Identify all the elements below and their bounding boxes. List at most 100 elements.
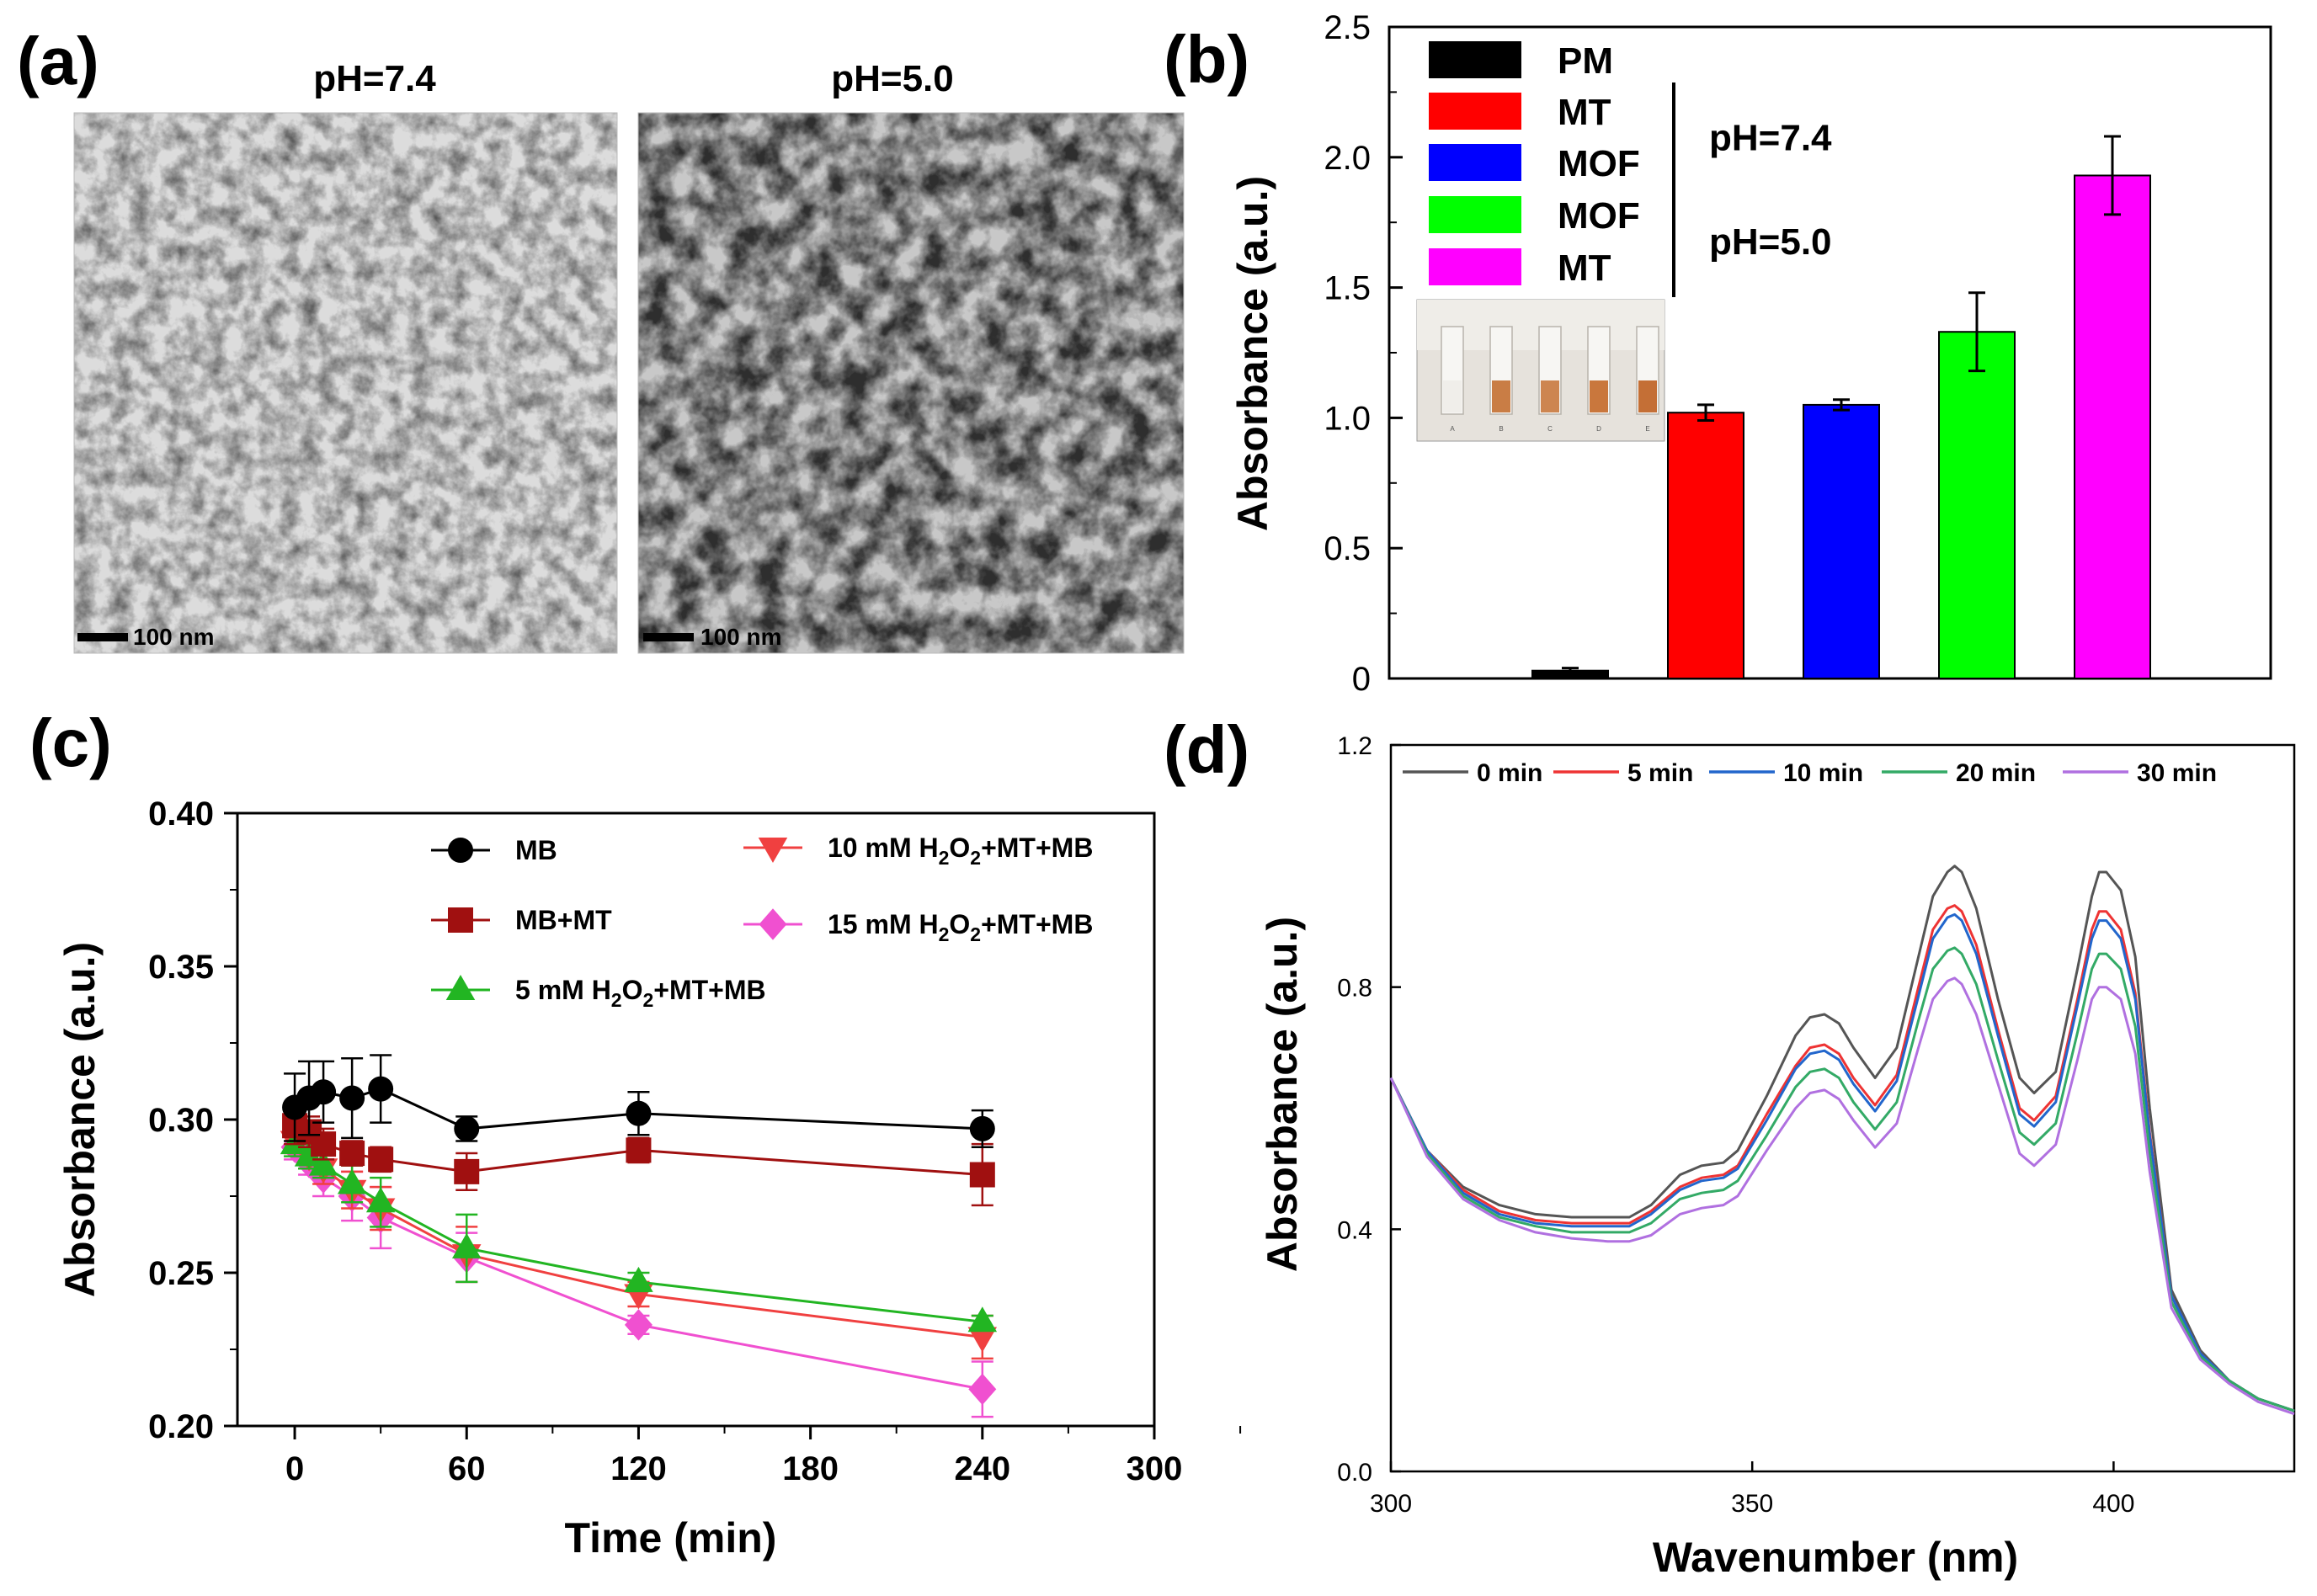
plot-frame bbox=[1389, 743, 2296, 1473]
plot-frame bbox=[236, 811, 1156, 1428]
legend-swatch bbox=[1429, 41, 1521, 78]
spectra-chart-legend: 0 min 5 min 10 min 20 min 30 min bbox=[1403, 759, 2217, 787]
scale-bar-label-ph50: 100 nm bbox=[700, 624, 782, 650]
data-point bbox=[445, 975, 476, 1000]
x-axis-title: Time (min) bbox=[565, 1514, 777, 1561]
bar-chart-bars bbox=[1531, 135, 2151, 680]
data-point bbox=[967, 1327, 998, 1353]
y-tick-label: 0.40 bbox=[148, 795, 214, 833]
panel-c: (c) 0 60 120 180 240 300 0.20 0.25 0.30 0.35 0.40 T… bbox=[29, 705, 1242, 1561]
data-point bbox=[624, 1309, 652, 1341]
legend-label: MOF bbox=[1558, 143, 1640, 184]
data-point bbox=[759, 908, 787, 940]
cuvette-letter: D bbox=[1596, 425, 1601, 433]
data-point bbox=[626, 1100, 652, 1126]
y-tick-label: 0.25 bbox=[148, 1255, 214, 1292]
panel-c-label: (c) bbox=[29, 705, 112, 780]
data-point bbox=[969, 1162, 995, 1188]
y-axis-title: Absorbance (a.u.) bbox=[1259, 917, 1306, 1272]
legend-label: 10 min bbox=[1783, 759, 1863, 787]
legend-label: 30 min bbox=[2137, 759, 2217, 787]
spectra-chart-axes: 300 350 400 0.0 0.4 0.8 1.2 Wavenumber (nm) Abso… bbox=[1259, 732, 2296, 1581]
legend-label: MOF bbox=[1558, 195, 1640, 237]
y-axis-title: Absorbance (a.u.) bbox=[56, 942, 104, 1297]
series bbox=[282, 1054, 995, 1149]
tem-title-ph50: pH=5.0 bbox=[831, 58, 954, 99]
data-point bbox=[368, 1076, 394, 1102]
spectrum-line bbox=[1389, 912, 2295, 1412]
data-point bbox=[337, 1168, 367, 1194]
data-point bbox=[339, 1085, 365, 1111]
legend-label: MT bbox=[1558, 92, 1611, 133]
data-point bbox=[454, 1115, 480, 1141]
legend-group-label: pH=7.4 bbox=[1709, 118, 1832, 159]
tem-image-ph50: 100 nm bbox=[637, 112, 1185, 654]
spectrum-line bbox=[1389, 976, 2295, 1416]
time-chart-series bbox=[280, 1054, 998, 1418]
legend-label: 5 min bbox=[1627, 759, 1693, 787]
data-point bbox=[368, 1146, 394, 1173]
y-tick-label: 2.0 bbox=[1324, 140, 1371, 177]
legend-label: 5 mM H2O2+MT+MB bbox=[515, 975, 766, 1011]
y-tick-label: 0.0 bbox=[1337, 1459, 1372, 1487]
x-axis-title: Wavenumber (nm) bbox=[1653, 1534, 2018, 1581]
panel-a: (a) pH=7.4 pH=5.0 100 nm 100 nm bbox=[17, 24, 1185, 654]
legend-label: 10 mM H2O2+MT+MB bbox=[828, 833, 1093, 869]
bar-chart-legend: PM MT MOF MOF MT pH=7.4 pH=5.0 bbox=[1429, 40, 1832, 297]
data-point bbox=[448, 838, 473, 863]
legend-swatch bbox=[1429, 196, 1521, 233]
panel-d: (d) 300 350 400 0.0 0.4 0.8 1.2 Wavenumber (nm)… bbox=[1164, 712, 2296, 1581]
legend-label: MB bbox=[515, 835, 557, 865]
spectrum-line bbox=[1389, 946, 2295, 1412]
panel-d-label: (d) bbox=[1164, 712, 1249, 787]
data-point bbox=[758, 838, 788, 863]
y-tick-label: 0.20 bbox=[148, 1408, 214, 1445]
y-tick-label: 0.5 bbox=[1324, 530, 1371, 567]
x-tick-label: 120 bbox=[610, 1450, 667, 1487]
cuvette-liquid bbox=[1443, 380, 1462, 412]
data-point bbox=[308, 1150, 338, 1176]
time-chart-axes: 0 60 120 180 240 300 0.20 0.25 0.30 0.35 0.40 Time … bbox=[56, 795, 1242, 1561]
y-tick-label: 1.2 bbox=[1337, 732, 1372, 760]
x-tick-label: 240 bbox=[954, 1450, 1010, 1487]
y-tick-label: 0.4 bbox=[1337, 1216, 1372, 1244]
y-tick-label: 0.8 bbox=[1337, 975, 1372, 1003]
spectra-chart-series bbox=[1389, 864, 2295, 1416]
legend-label: MB+MT bbox=[515, 905, 612, 935]
x-tick-label: 300 bbox=[1370, 1490, 1412, 1518]
x-tick-label: 60 bbox=[448, 1450, 486, 1487]
legend-swatch bbox=[1429, 93, 1521, 130]
y-tick-label: 1.5 bbox=[1324, 270, 1371, 307]
data-point bbox=[967, 1306, 998, 1333]
y-tick-label: 0 bbox=[1352, 661, 1371, 698]
tem-title-ph74: pH=7.4 bbox=[313, 58, 436, 99]
data-point bbox=[339, 1141, 365, 1167]
y-tick-label: 0.35 bbox=[148, 949, 214, 986]
data-point bbox=[968, 1373, 997, 1406]
data-point bbox=[311, 1079, 337, 1105]
cuvette-liquid bbox=[1590, 380, 1608, 412]
cuvette-letter: B bbox=[1499, 425, 1503, 433]
spectrum-line bbox=[1389, 904, 2295, 1412]
cuvette-photo-inset: A B C D E bbox=[1416, 299, 1665, 442]
legend-label: PM bbox=[1558, 40, 1613, 82]
legend-label: 0 min bbox=[1477, 759, 1542, 787]
bar bbox=[2074, 174, 2151, 680]
cuvette-letter: C bbox=[1547, 425, 1553, 433]
legend-label: 15 mM H2O2+MT+MB bbox=[828, 909, 1093, 945]
data-point bbox=[365, 1187, 396, 1213]
panel-a-label: (a) bbox=[17, 24, 99, 98]
cuvette-letter: E bbox=[1645, 425, 1649, 433]
x-tick-label: 300 bbox=[1127, 1450, 1183, 1487]
x-tick-label: 180 bbox=[782, 1450, 839, 1487]
data-point bbox=[448, 907, 473, 933]
data-point bbox=[624, 1266, 653, 1292]
time-chart-legend: MB MB+MT 5 mM H2O2+MT+MB 10 mM H2O2+MT+MB 15… bbox=[431, 833, 1093, 1011]
data-point bbox=[969, 1115, 995, 1141]
cuvette-liquid bbox=[1492, 380, 1510, 412]
x-tick-label: 0 bbox=[285, 1450, 304, 1487]
cuvette-liquid bbox=[1638, 380, 1657, 412]
scale-bar-label-ph74: 100 nm bbox=[133, 624, 215, 650]
data-point bbox=[452, 1232, 482, 1258]
